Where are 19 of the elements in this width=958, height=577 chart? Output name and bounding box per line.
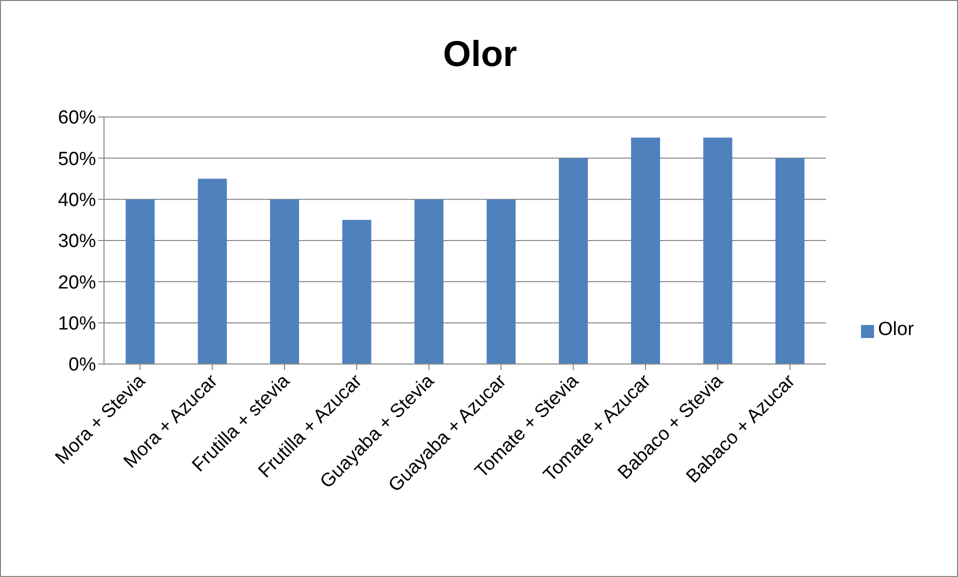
y-tick-label: 40% [58,190,96,212]
y-tick-label: 60% [58,108,96,129]
legend-label: Olor [878,319,914,340]
bar [198,178,227,364]
bar [270,199,300,364]
y-tick-label: 10% [58,314,96,335]
bar [126,199,155,364]
y-tick-label: 20% [58,272,96,294]
bar [414,199,444,364]
y-tick-label: 50% [58,148,96,170]
y-tick-label: 30% [58,231,96,252]
y-tick-label: 0% [68,354,96,376]
bar [558,158,588,364]
bar [486,199,516,364]
chart-title: Olor [442,33,518,75]
bar [631,138,660,364]
bar [775,158,804,364]
bar [703,138,732,364]
bar [342,220,372,364]
